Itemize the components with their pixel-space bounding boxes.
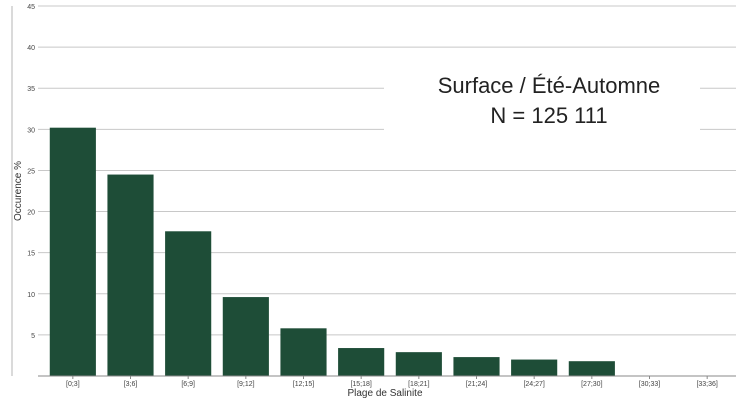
y-tick-label: 45 xyxy=(27,4,35,11)
y-tick-labels: 5 10 15 20 25 30 35 40 45 xyxy=(27,4,35,340)
x-tick-label: [27;30] xyxy=(581,381,602,388)
y-tick-label: 20 xyxy=(27,210,35,217)
x-tick-label: [12;15] xyxy=(293,381,314,388)
annotation-line-1: Surface / Été-Automne xyxy=(438,73,661,98)
annotation-background xyxy=(384,60,700,132)
x-tick-label: [3;6] xyxy=(124,381,138,388)
bar xyxy=(107,174,154,376)
x-tick-label: [15;18] xyxy=(350,381,371,388)
grid-lines xyxy=(38,5,736,336)
bar xyxy=(453,357,500,376)
x-tick-label: [6;9] xyxy=(181,381,195,388)
x-tick-label: [9;12] xyxy=(237,381,255,388)
x-axis-label: Plage de Salinite xyxy=(347,388,422,399)
bar xyxy=(165,231,212,376)
bar xyxy=(222,297,269,376)
annotation-line-2: N = 125 111 xyxy=(490,103,607,128)
bar xyxy=(280,328,327,376)
y-tick-label: 5 xyxy=(31,333,35,340)
bar xyxy=(568,361,615,376)
x-tick-label: [21;24] xyxy=(466,381,487,388)
x-tick-labels: [0;3] [3;6] [6;9] [9;12] [12;15] [15;18] [18;2… xyxy=(66,376,718,388)
y-tick-label: 35 xyxy=(27,86,35,93)
y-tick-label: 30 xyxy=(27,127,35,134)
x-tick-label: [33;36] xyxy=(696,381,717,388)
bar xyxy=(511,359,558,376)
y-tick-label: 25 xyxy=(27,168,35,175)
x-tick-label: [18;21] xyxy=(408,381,429,388)
y-tick-label: 40 xyxy=(27,45,35,52)
y-tick-label: 15 xyxy=(27,251,35,258)
y-tick-label: 10 xyxy=(27,292,35,299)
bar xyxy=(395,352,442,376)
x-tick-label: [24;27] xyxy=(523,381,544,388)
x-tick-label: [0;3] xyxy=(66,381,80,388)
y-axis-label: Occurence % xyxy=(13,161,24,221)
bar xyxy=(338,348,385,376)
bars xyxy=(49,127,615,376)
x-tick-label: [30;33] xyxy=(639,381,660,388)
bar xyxy=(49,127,96,376)
